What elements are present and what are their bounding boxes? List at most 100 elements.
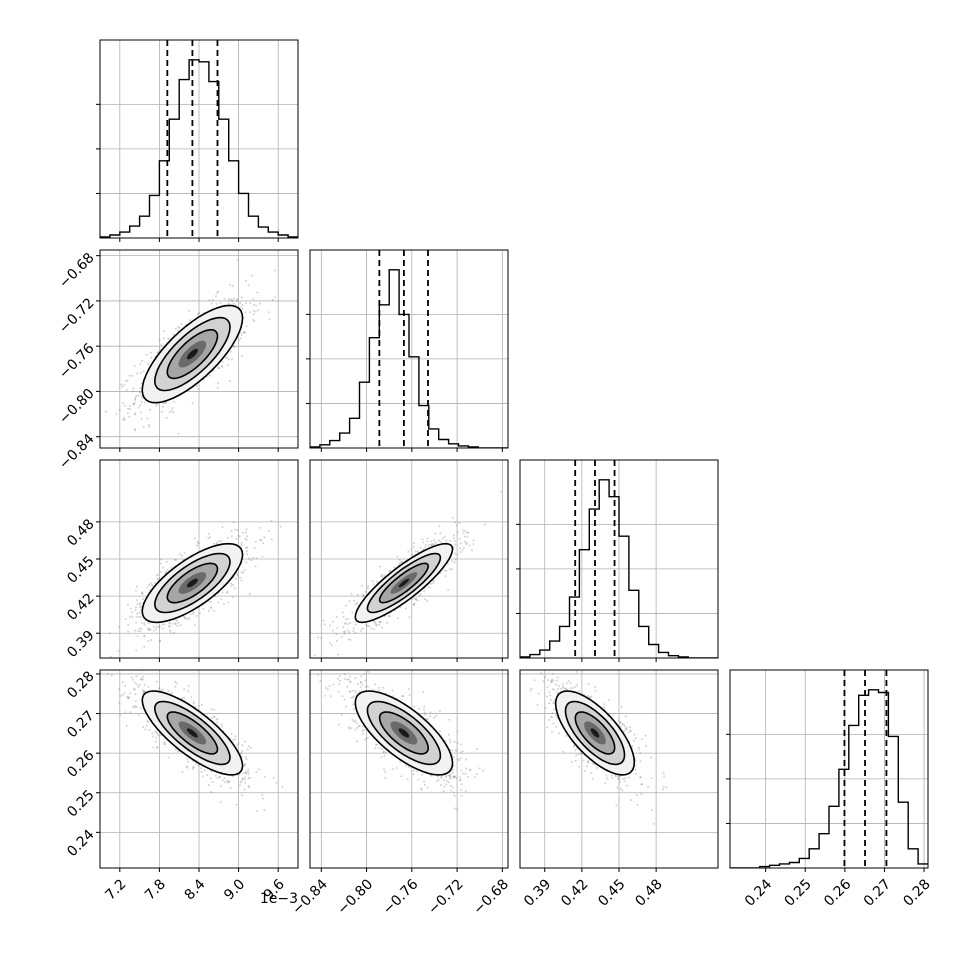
sample-point	[181, 771, 184, 773]
sample-point	[430, 540, 433, 543]
sample-point	[221, 526, 224, 529]
sample-point	[168, 621, 171, 624]
sample-point	[420, 787, 423, 790]
sample-point	[230, 732, 233, 735]
sample-point	[148, 628, 151, 630]
sample-point	[123, 383, 126, 386]
sample-point	[459, 779, 462, 782]
sample-point	[200, 703, 203, 706]
sample-point	[216, 776, 219, 779]
sample-point	[313, 654, 316, 657]
sample-point	[158, 577, 161, 580]
sample-point	[230, 530, 233, 532]
panel-content	[310, 460, 508, 658]
sample-point	[252, 303, 255, 306]
sample-point	[128, 408, 131, 410]
sample-point	[230, 582, 233, 585]
sample-point	[389, 615, 392, 617]
sample-point	[452, 537, 455, 540]
sample-point	[249, 302, 252, 305]
sample-point	[125, 724, 128, 727]
sample-point	[360, 675, 363, 678]
sample-point	[451, 516, 454, 519]
sample-point	[155, 625, 158, 628]
sample-point	[244, 776, 246, 779]
panel-content	[100, 250, 298, 448]
sample-point	[241, 296, 243, 299]
sample-point	[138, 612, 141, 615]
sample-point	[146, 586, 149, 589]
sample-point	[147, 363, 149, 366]
sample-point	[154, 627, 157, 630]
sample-point	[179, 624, 182, 626]
sample-point	[138, 684, 141, 687]
sample-point	[218, 776, 221, 779]
sample-point	[121, 385, 124, 388]
sample-point	[237, 534, 240, 537]
sample-point	[195, 614, 198, 617]
sample-point	[459, 551, 462, 553]
sample-point	[244, 279, 247, 282]
sample-point	[159, 689, 162, 692]
sample-point	[198, 312, 201, 314]
sample-point	[209, 606, 212, 609]
panel-frame	[99, 249, 299, 449]
sample-point	[243, 778, 246, 781]
sample-point	[359, 629, 362, 632]
sample-point	[133, 429, 136, 432]
sample-point	[389, 569, 391, 572]
sample-point	[350, 592, 353, 595]
sample-point	[197, 542, 200, 545]
sample-point	[453, 539, 456, 542]
sample-point	[355, 692, 358, 695]
sample-point	[252, 318, 255, 321]
sample-point	[194, 762, 197, 765]
sample-point	[213, 609, 216, 612]
sample-point	[456, 742, 459, 745]
sample-point	[162, 566, 165, 569]
sample-point	[227, 302, 230, 305]
sample-point	[347, 623, 349, 626]
y-tick-label: 0.24	[64, 827, 97, 860]
sample-point	[124, 711, 127, 714]
density-contour	[398, 578, 410, 588]
sample-point	[463, 535, 466, 538]
sample-point	[411, 553, 414, 556]
sample-point	[133, 706, 136, 709]
sample-point	[122, 417, 125, 420]
sample-point	[135, 705, 138, 708]
sample-point	[452, 534, 455, 537]
sample-point	[165, 560, 168, 563]
sample-point	[148, 425, 151, 428]
sample-point	[150, 584, 153, 587]
sample-point	[183, 617, 186, 620]
sample-point	[360, 681, 362, 683]
sample-point	[248, 786, 251, 789]
sample-point	[344, 604, 347, 607]
sample-point	[439, 532, 442, 535]
sample-point	[138, 603, 141, 606]
sample-point	[440, 776, 443, 779]
sample-point	[210, 708, 213, 711]
sample-point	[147, 622, 150, 625]
sample-point	[233, 297, 235, 300]
sample-point	[178, 326, 181, 329]
sample-point	[128, 405, 131, 407]
sample-point	[143, 683, 146, 686]
sample-point	[365, 623, 368, 626]
sample-point	[129, 607, 132, 610]
sample-point	[209, 374, 211, 377]
sample-point	[188, 616, 191, 619]
sample-point	[418, 595, 421, 597]
sample-point	[216, 718, 219, 720]
sample-point	[344, 618, 347, 621]
sample-point	[147, 685, 150, 688]
sample-point	[241, 777, 244, 780]
sample-point	[254, 310, 257, 313]
sample-point	[124, 404, 127, 407]
sample-point	[433, 580, 435, 583]
sample-point	[323, 623, 326, 626]
sample-point	[234, 528, 237, 531]
sample-point	[378, 623, 381, 626]
panel-1-0: −0.84−0.80−0.76−0.72−0.68	[56, 249, 299, 473]
